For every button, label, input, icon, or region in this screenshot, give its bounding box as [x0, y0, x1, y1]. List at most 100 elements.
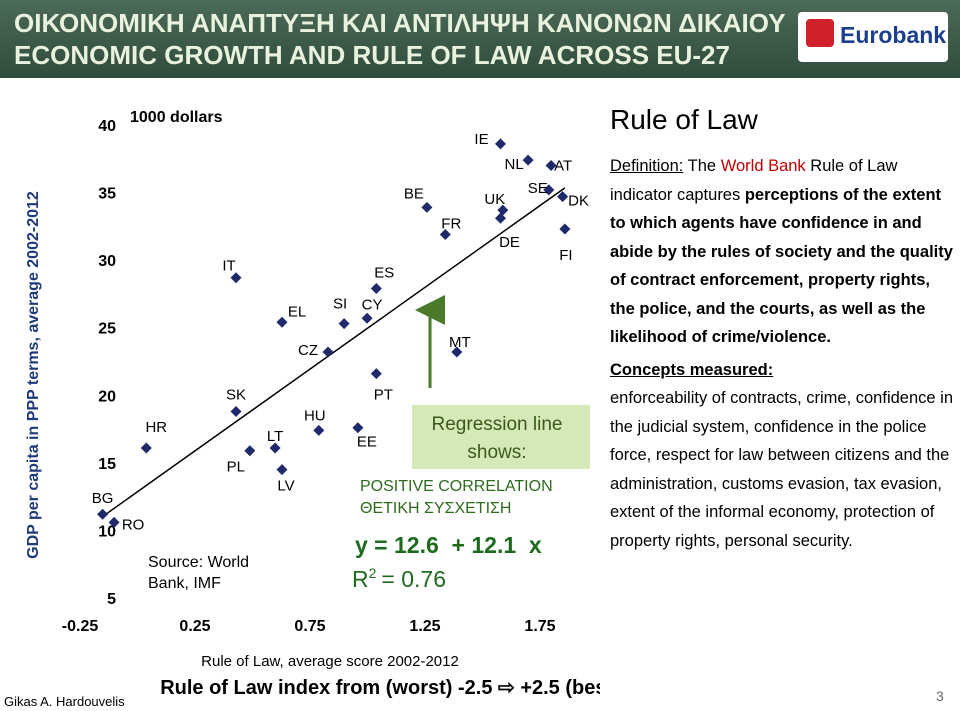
y-tick-label: 40	[98, 118, 116, 135]
r-squared: R2 = 0.76	[352, 565, 446, 592]
y-unit: 1000 dollars	[130, 109, 223, 126]
x-note: Rule of Law index from (worst) -2.5 ⇨ +2…	[160, 677, 600, 699]
point	[497, 204, 509, 216]
chart: GDP per capita in PPP terms, average 200…	[25, 109, 600, 699]
source: Source: World	[148, 554, 249, 571]
logo-icon	[806, 19, 834, 47]
x-tick-label: 1.25	[409, 618, 440, 635]
point-label: EE	[357, 434, 377, 451]
point-label: IE	[474, 131, 488, 148]
point	[361, 312, 373, 324]
point	[322, 346, 334, 358]
point	[338, 318, 350, 330]
y-tick-label: 10	[98, 523, 116, 540]
source: Bank, IMF	[148, 575, 221, 592]
point	[352, 422, 364, 434]
x-tick-label: 0.25	[179, 618, 210, 635]
point	[522, 154, 534, 166]
point-label: LV	[277, 478, 294, 495]
point-label: FR	[441, 215, 461, 232]
title: ΟΙΚΟΝΟΜΙΚΗ ΑΝΑΠΤΥΞΗ ΚΑΙ ΑΝΤΙΛΗΨΗ ΚΑΝΟΝΩΝ…	[14, 8, 786, 38]
point	[439, 228, 451, 240]
text: perceptions of the extent to which agent…	[610, 185, 953, 347]
point	[276, 464, 288, 476]
logo-text: Eurobank	[840, 22, 947, 48]
callout-box	[412, 405, 590, 469]
point-label: LT	[267, 428, 283, 445]
point-label: ES	[374, 265, 394, 282]
point	[230, 272, 242, 284]
point-label: DE	[499, 234, 520, 251]
point	[370, 283, 382, 295]
text: The	[687, 157, 717, 175]
x-axis-title: Rule of Law, average score 2002-2012	[201, 653, 459, 670]
point-label: PT	[374, 387, 393, 404]
text: Rule of Law indicator captures	[610, 157, 898, 204]
point	[451, 346, 463, 358]
point	[421, 201, 433, 213]
title: ECONOMIC GROWTH AND RULE OF LAW ACROSS E…	[14, 40, 730, 70]
point-label: CZ	[298, 342, 318, 359]
point-label: RO	[122, 516, 145, 533]
r2-value: = 0.76	[381, 566, 446, 592]
x-tick-label: 0.75	[294, 618, 325, 635]
y-tick-label: 5	[107, 591, 116, 608]
text: World Bank	[720, 157, 806, 175]
point-label: FI	[559, 247, 572, 264]
point-label: MT	[449, 334, 471, 351]
x-tick-label: -0.25	[62, 618, 99, 635]
callout-text: shows:	[467, 442, 526, 463]
correlation: POSITIVE CORRELATION	[360, 478, 553, 495]
y-tick-label: 20	[98, 388, 116, 405]
point	[370, 368, 382, 380]
point	[559, 223, 571, 235]
r2-symbol: R	[352, 566, 369, 592]
definition: Definition: The World Bank Rule of Law i…	[610, 152, 955, 352]
point-label: EL	[288, 303, 306, 320]
point	[276, 316, 288, 328]
header: ΟΙΚΟΝΟΜΙΚΗ ΑΝΑΠΤΥΞΗ ΚΑΙ ΑΝΤΙΛΗΨΗ ΚΑΝΟΝΩΝ…	[0, 0, 960, 78]
point-label: SE	[528, 180, 548, 197]
sidebar: Rule of Law Definition: The World Bank R…	[610, 98, 955, 559]
point-label: HR	[145, 419, 167, 436]
point-label: IT	[222, 258, 235, 275]
point-label: BG	[92, 490, 114, 507]
point	[230, 406, 242, 418]
callout-text: Regression line	[432, 414, 563, 435]
point	[557, 191, 569, 203]
point-label: NL	[505, 156, 524, 173]
point-label: DK	[568, 193, 589, 210]
y-tick-label: 25	[98, 321, 116, 338]
correlation: ΘΕΤΙΚΗ ΣΥΣΧΕΤΙΣΗ	[360, 500, 511, 517]
point-label: BE	[404, 185, 424, 202]
point	[140, 442, 152, 454]
regression-line	[102, 187, 566, 518]
equation: y = 12.6 + 12.1 x	[355, 532, 542, 558]
sidebar-heading: Rule of Law	[610, 104, 758, 135]
r2-exponent: 2	[369, 565, 377, 581]
point	[313, 424, 325, 436]
point-label: HU	[304, 407, 326, 424]
point-label: CY	[362, 296, 383, 313]
y-tick-label: 15	[98, 456, 116, 473]
text: enforceability of contracts, crime, conf…	[610, 389, 953, 550]
page-number: 3	[936, 688, 944, 704]
point	[97, 508, 109, 520]
point	[244, 445, 256, 457]
point-label: UK	[484, 191, 505, 208]
concepts: Concepts measured: enforceability of cont…	[610, 356, 955, 556]
point	[543, 184, 555, 196]
point	[108, 516, 120, 528]
point-label: SI	[333, 296, 347, 313]
point-label: AT	[554, 158, 572, 175]
concepts-label: Concepts measured:	[610, 360, 774, 379]
y-tick-label: 35	[98, 186, 116, 203]
x-tick-label: 1.75	[524, 618, 555, 635]
y-tick-label: 30	[98, 253, 116, 270]
point	[495, 138, 506, 150]
point-label: PL	[227, 459, 245, 476]
logo: Eurobank	[798, 12, 948, 62]
point	[269, 442, 281, 454]
definition-label: Definition:	[610, 157, 684, 175]
